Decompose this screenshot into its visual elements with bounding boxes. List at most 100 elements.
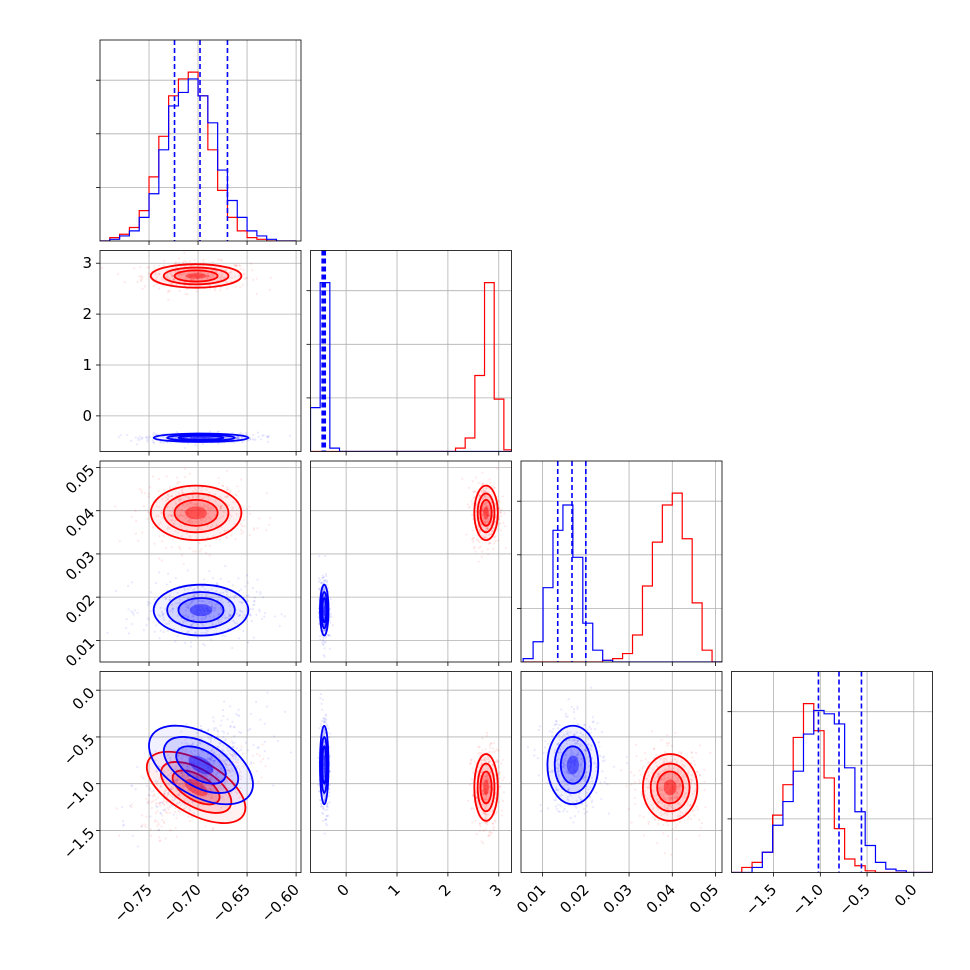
histogram-red-3	[731, 703, 933, 873]
contour-red-2-0-2	[173, 499, 219, 527]
panel-3-0: −1.5 −1.0 −0.5 0.0 −0.75 −0.70 −0.65 −0.60	[60, 671, 303, 926]
panel-3-2: 0.01 0.02 0.03 0.04 0.05	[513, 671, 723, 917]
density-blue-2-0-2	[178, 598, 224, 623]
contour-red-3-1-0	[473, 753, 499, 822]
density-red-2-1-3	[483, 506, 489, 520]
xtick-label-2-0: 0.01	[513, 881, 549, 917]
panel-1-0: 0 1 2 3	[82, 250, 302, 456]
panel-2-0: 0.01 0.02 0.03 0.04 0.05	[62, 460, 302, 670]
contour-red-2-1-1	[476, 492, 496, 534]
contour-red-1-0-2	[173, 269, 219, 283]
panel-0-0	[96, 39, 302, 245]
xtick-label-3-2: −0.5	[835, 881, 873, 919]
contour-red-1-0-1	[162, 266, 230, 286]
contour-red-2-0-1	[162, 492, 230, 534]
ytick-label-2-0: 0.01	[62, 634, 98, 670]
panel-frame-3-1	[310, 671, 512, 873]
ytick-label-2-2: 0.03	[62, 548, 98, 584]
ytick-label-3-0: −1.5	[60, 824, 98, 862]
density-blue-1-0-3	[189, 436, 213, 439]
density-blue-3-2-2	[560, 746, 585, 784]
ytick-label-3-1: −1.0	[60, 777, 98, 815]
density-red-3-1-3	[483, 779, 489, 796]
panel-3-1: 0 1 2 3	[310, 671, 512, 900]
xtick-label-2-2: 0.03	[600, 881, 636, 917]
contour-blue-3-2-2	[559, 745, 586, 785]
contour-red-3-0-0	[145, 750, 247, 824]
xtick-label-1-2: 2	[435, 881, 454, 900]
scatter-red-2-0	[114, 467, 272, 565]
contour-red-3-0-2	[171, 769, 221, 806]
panel-3-3: −1.5 −1.0 −0.5 0.0	[727, 671, 933, 919]
contour-red-3-1-1	[476, 762, 496, 813]
ytick-label-1-0: 0	[82, 407, 92, 425]
density-blue-3-2-3	[566, 755, 579, 775]
density-blue-2-1-3	[323, 604, 326, 617]
ytick-label-2-3: 0.04	[62, 504, 98, 540]
ytick-label-2-4: 0.05	[62, 461, 98, 497]
ytick-label-2-1: 0.02	[62, 591, 98, 627]
density-red-3-1-2	[480, 771, 492, 804]
density-blue-3-0-3	[188, 755, 214, 775]
density-red-2-1-2	[480, 499, 492, 526]
panel-frame-1-0	[99, 250, 302, 452]
ytick-label-3-2: −0.5	[60, 731, 98, 769]
xtick-label-2-1: 0.02	[556, 881, 592, 917]
contour-red-3-1-2	[479, 770, 493, 805]
scatter-red-3-0	[115, 733, 267, 843]
contour-blue-1-0-0	[152, 432, 250, 443]
panel-2-2	[517, 460, 723, 666]
histogram-red-2	[523, 492, 722, 662]
histogram-red-1	[310, 282, 512, 452]
density-blue-2-0-1	[167, 591, 235, 629]
contour-blue-3-1-0	[319, 724, 330, 806]
contour-red-2-1-0	[473, 484, 499, 542]
histogram-red-0	[100, 71, 297, 241]
density-red-2-0-1	[163, 493, 229, 533]
density-red-3-2-2	[657, 771, 684, 804]
density-red-2-0-3	[185, 506, 207, 520]
contour-blue-2-1-0	[319, 583, 330, 637]
contour-blue-2-0-2	[177, 597, 225, 624]
contour-blue-3-0-0	[148, 724, 254, 806]
xtick-label-3-0: −1.5	[742, 881, 780, 919]
panel-frame-3-3	[731, 671, 933, 873]
contour-blue-3-2-1	[553, 736, 592, 794]
xtick-label-2-3: 0.04	[643, 881, 679, 917]
contour-blue-1-0-1	[166, 433, 236, 442]
histogram-blue-1	[310, 282, 512, 452]
xtick-label-3-3: 0.0	[891, 881, 921, 911]
contour-red-3-0-1	[159, 761, 233, 814]
contour-blue-3-0-2	[175, 745, 227, 785]
ytick-label-3-3: 0.0	[69, 684, 99, 714]
xtick-label-2-4: 0.05	[686, 881, 722, 917]
xtick-label-3-1: −1.0	[789, 881, 827, 919]
contour-blue-3-2-0	[546, 724, 600, 806]
panel-frame-2-2	[520, 460, 723, 663]
density-red-1-0-3	[185, 273, 207, 279]
panel-frame-2-0	[99, 460, 302, 663]
ytick-label-1-1: 1	[82, 356, 92, 374]
panel-frame-2-1	[310, 460, 512, 663]
panel-frame-3-0	[99, 671, 302, 873]
density-red-3-2-3	[663, 779, 677, 796]
density-red-1-0-2	[174, 270, 218, 282]
ytick-label-1-2: 2	[82, 305, 92, 323]
panel-frame-0-0	[99, 39, 302, 242]
histogram-blue-2	[522, 504, 722, 662]
panel-frame-3-2	[520, 671, 723, 873]
panel-frame-1-1	[310, 250, 512, 452]
contour-blue-2-0-0	[152, 583, 250, 637]
panel-1-1	[306, 250, 512, 456]
density-red-2-0-2	[174, 499, 218, 526]
histogram-blue-3	[731, 709, 933, 873]
contour-blue-3-0-1	[162, 736, 240, 794]
xtick-label-1-3: 3	[486, 881, 505, 900]
contour-red-2-0-0	[149, 484, 243, 542]
panel-2-1	[310, 460, 512, 666]
contour-blue-3-1-1	[320, 736, 329, 794]
contour-blue-1-0-2	[177, 434, 225, 441]
ytick-label-1-3: 3	[82, 254, 92, 272]
contour-blue-2-1-1	[320, 591, 329, 630]
